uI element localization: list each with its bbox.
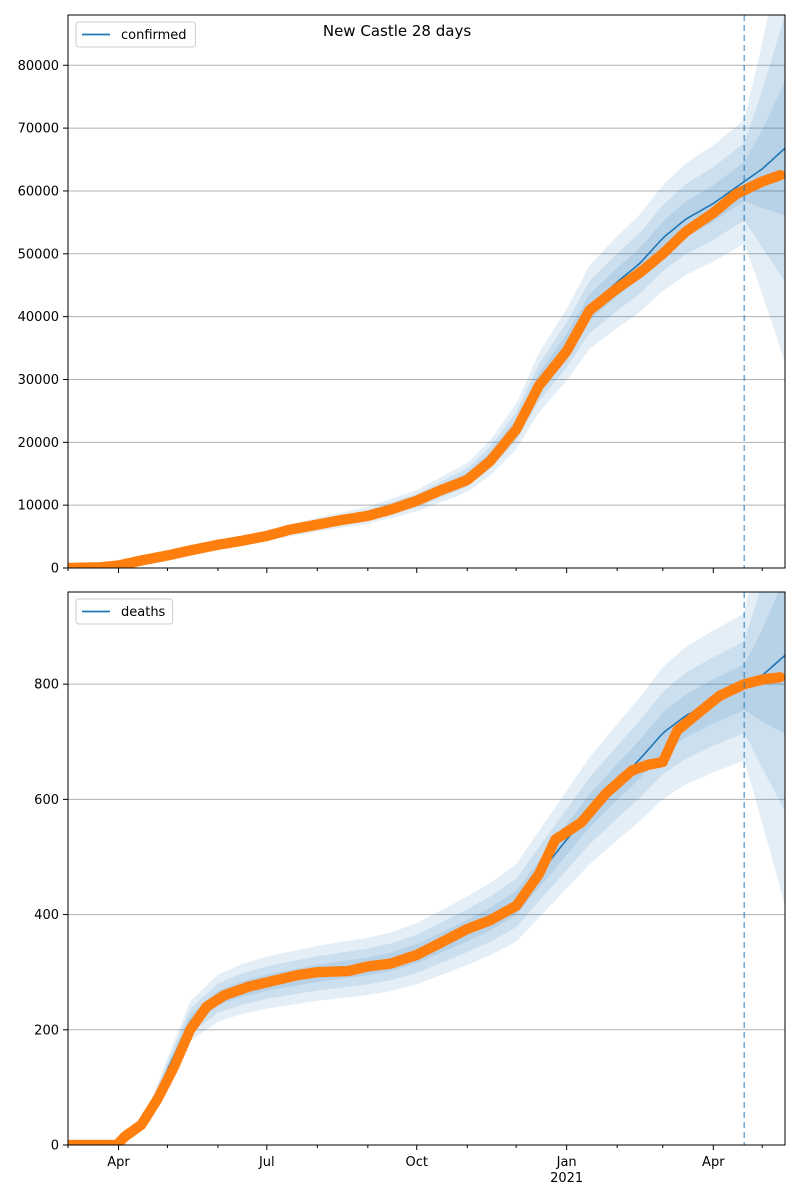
y-tick-label: 30000 (18, 373, 59, 388)
x-tick-label: Oct (405, 1155, 427, 1170)
legend: deaths (75, 598, 174, 625)
axes-frame (67, 591, 786, 1146)
y-tick-label: 0 (51, 562, 59, 577)
y-tick-label: 40000 (18, 310, 59, 325)
axes-frame (67, 14, 786, 569)
plot-area (68, 592, 785, 1145)
x-tick-label: Jul (258, 1155, 275, 1170)
y-tick-label: 400 (34, 908, 59, 923)
y-tick-label: 0 (51, 1139, 59, 1154)
legend-box (75, 21, 196, 48)
x-tick-label: Apr (107, 1155, 130, 1170)
y-tick-label: 200 (34, 1023, 59, 1038)
uncertainty-band (68, 592, 785, 1145)
legend-label: confirmed (121, 28, 187, 43)
y-tick-label: 60000 (18, 184, 59, 199)
legend-label: deaths (121, 605, 166, 620)
plot-area (68, 15, 785, 568)
x-tick-sublabel: 2021 (550, 1171, 583, 1186)
y-tick-label: 70000 (18, 122, 59, 137)
uncertainty-band (68, 592, 785, 1145)
y-tick-label: 50000 (18, 247, 59, 262)
uncertainty-band (68, 15, 785, 568)
chart-title: New Castle 28 days (323, 22, 471, 40)
y-tick-label: 600 (34, 793, 59, 808)
y-tick-label: 800 (34, 678, 59, 693)
observed-point (774, 170, 785, 181)
confirmed-panel: 0 10000 20000 30000 40000 50000 60000 70000 8000… (18, 14, 786, 577)
legend: confirmed (75, 21, 196, 48)
y-tick-label: 20000 (18, 436, 59, 451)
uncertainty-band (68, 15, 785, 568)
x-tick-label: Apr (702, 1155, 725, 1170)
x-tick-label: Jan (556, 1155, 577, 1170)
legend-box (75, 598, 174, 625)
y-tick-label: 80000 (18, 59, 59, 74)
y-tick-label: 10000 (18, 499, 59, 514)
observed-point (774, 672, 785, 683)
